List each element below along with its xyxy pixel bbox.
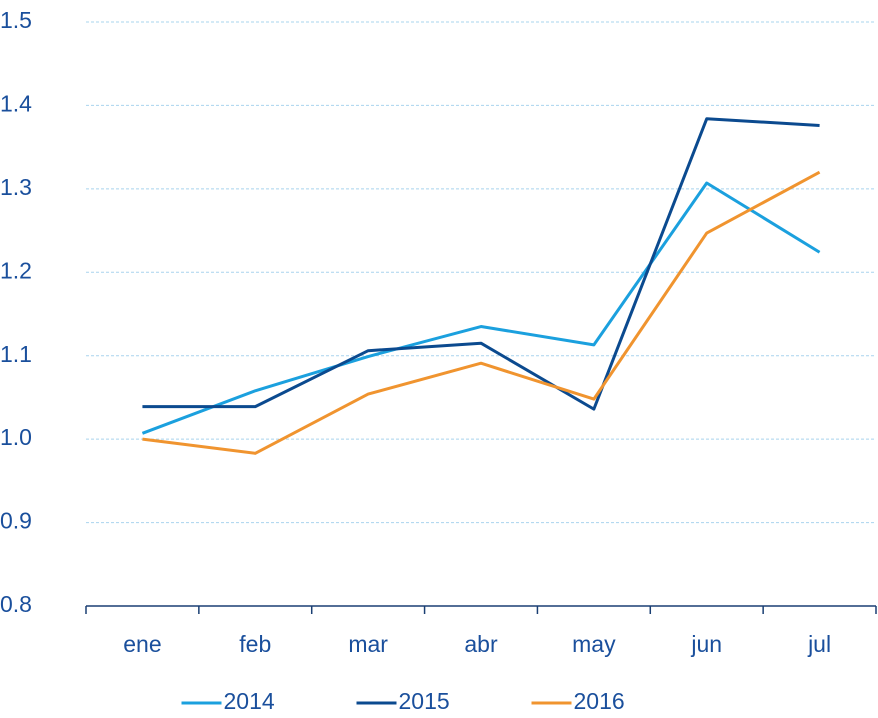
legend-label: 2016	[574, 688, 625, 714]
legend-label: 2015	[399, 688, 450, 714]
y-tick-label: 0.9	[0, 508, 32, 534]
y-tick-label: 1.0	[0, 424, 32, 450]
x-tick-label: jul	[807, 631, 831, 657]
y-tick-label: 0.8	[0, 591, 32, 617]
y-tick-label: 1.5	[0, 7, 32, 33]
x-tick-label: jun	[690, 631, 722, 657]
x-tick-label: mar	[348, 631, 388, 657]
series-line	[142, 170, 821, 455]
x-tick-label: ene	[123, 631, 161, 657]
series-line	[142, 117, 820, 411]
y-tick-label: 1.2	[0, 257, 32, 283]
y-tick-label: 1.3	[0, 174, 32, 200]
x-tick-label: feb	[239, 631, 271, 657]
series-line	[141, 181, 821, 435]
x-tick-label: abr	[464, 631, 498, 657]
legend-label: 2014	[224, 688, 275, 714]
x-tick-label: may	[572, 631, 616, 657]
y-tick-label: 1.4	[0, 91, 32, 117]
y-tick-label: 1.1	[0, 341, 32, 367]
